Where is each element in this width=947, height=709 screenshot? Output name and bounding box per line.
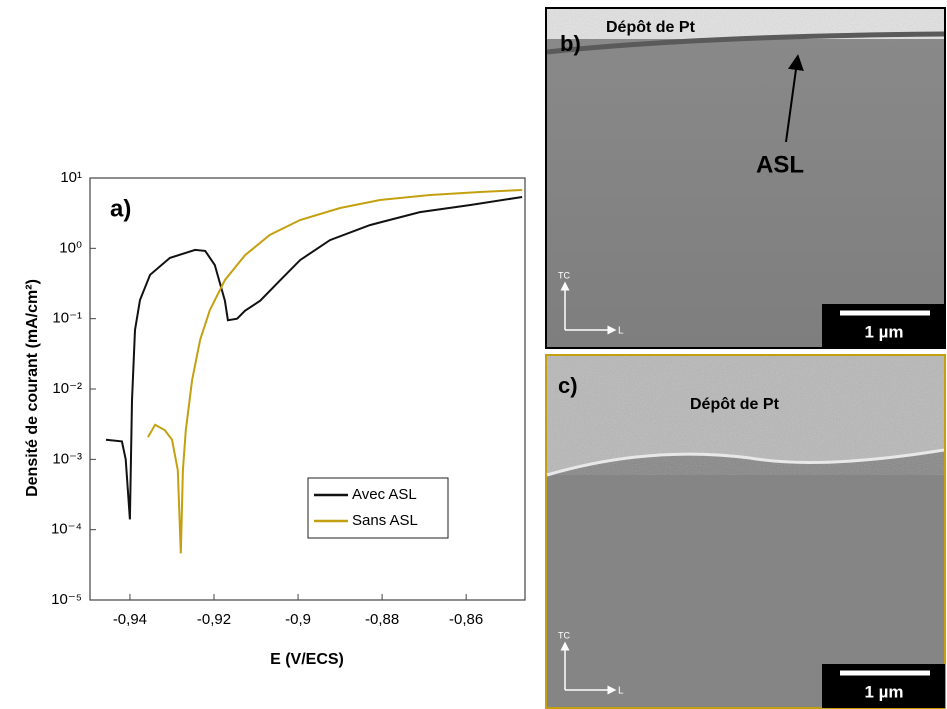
pt-texture xyxy=(547,356,944,475)
y-tick-label: 10¹ xyxy=(60,169,82,186)
deposit-label: Dépôt de Pt xyxy=(606,19,696,36)
x-tick-label: -0,9 xyxy=(285,611,311,628)
x-tick-label: -0,88 xyxy=(365,611,399,628)
y-tick-label: 10⁻¹ xyxy=(52,310,82,327)
y-tick-label: 10⁻⁵ xyxy=(51,591,82,608)
axis-tc: TC xyxy=(558,270,570,280)
x-axis-label: E (V/ECS) xyxy=(270,651,344,668)
scale-label: 1 µm xyxy=(864,682,903,701)
axis-l: L xyxy=(618,326,624,337)
panel-c: c) Dépôt de Pt TC L 1 µm xyxy=(545,354,946,709)
interface xyxy=(546,448,945,477)
legend-label: Avec ASL xyxy=(352,486,417,503)
sem-image xyxy=(545,7,946,349)
panel-b: b) Dépôt de Pt ASL TC L 1 µm xyxy=(545,7,946,349)
annotation: ASL xyxy=(756,151,804,178)
x-tick-label: -0,86 xyxy=(449,611,483,628)
y-tick-label: 10⁻⁴ xyxy=(51,521,82,538)
series-line xyxy=(105,196,523,520)
arrow xyxy=(785,54,804,143)
y-axis-label: Densité de courant (mA/cm²) xyxy=(24,279,41,497)
scale-label: 1 µm xyxy=(864,322,903,341)
panel-label: c) xyxy=(558,373,578,398)
panel-label: b) xyxy=(560,31,581,56)
y-tick-label: 10⁻³ xyxy=(52,450,82,467)
series-line xyxy=(147,189,523,554)
panel-label: a) xyxy=(110,195,131,222)
legend-box xyxy=(307,477,449,539)
x-tick-label: -0,94 xyxy=(113,611,147,628)
x-tick-label: -0,92 xyxy=(197,611,231,628)
y-tick-label: 10⁰ xyxy=(59,239,82,256)
legend-label: Sans ASL xyxy=(352,512,418,529)
axis-l: L xyxy=(618,686,624,697)
deposit-label: Dépôt de Pt xyxy=(690,396,780,413)
axis-tc: TC xyxy=(558,630,570,640)
y-tick-label: 10⁻² xyxy=(52,380,82,397)
asl-layer xyxy=(546,31,945,55)
